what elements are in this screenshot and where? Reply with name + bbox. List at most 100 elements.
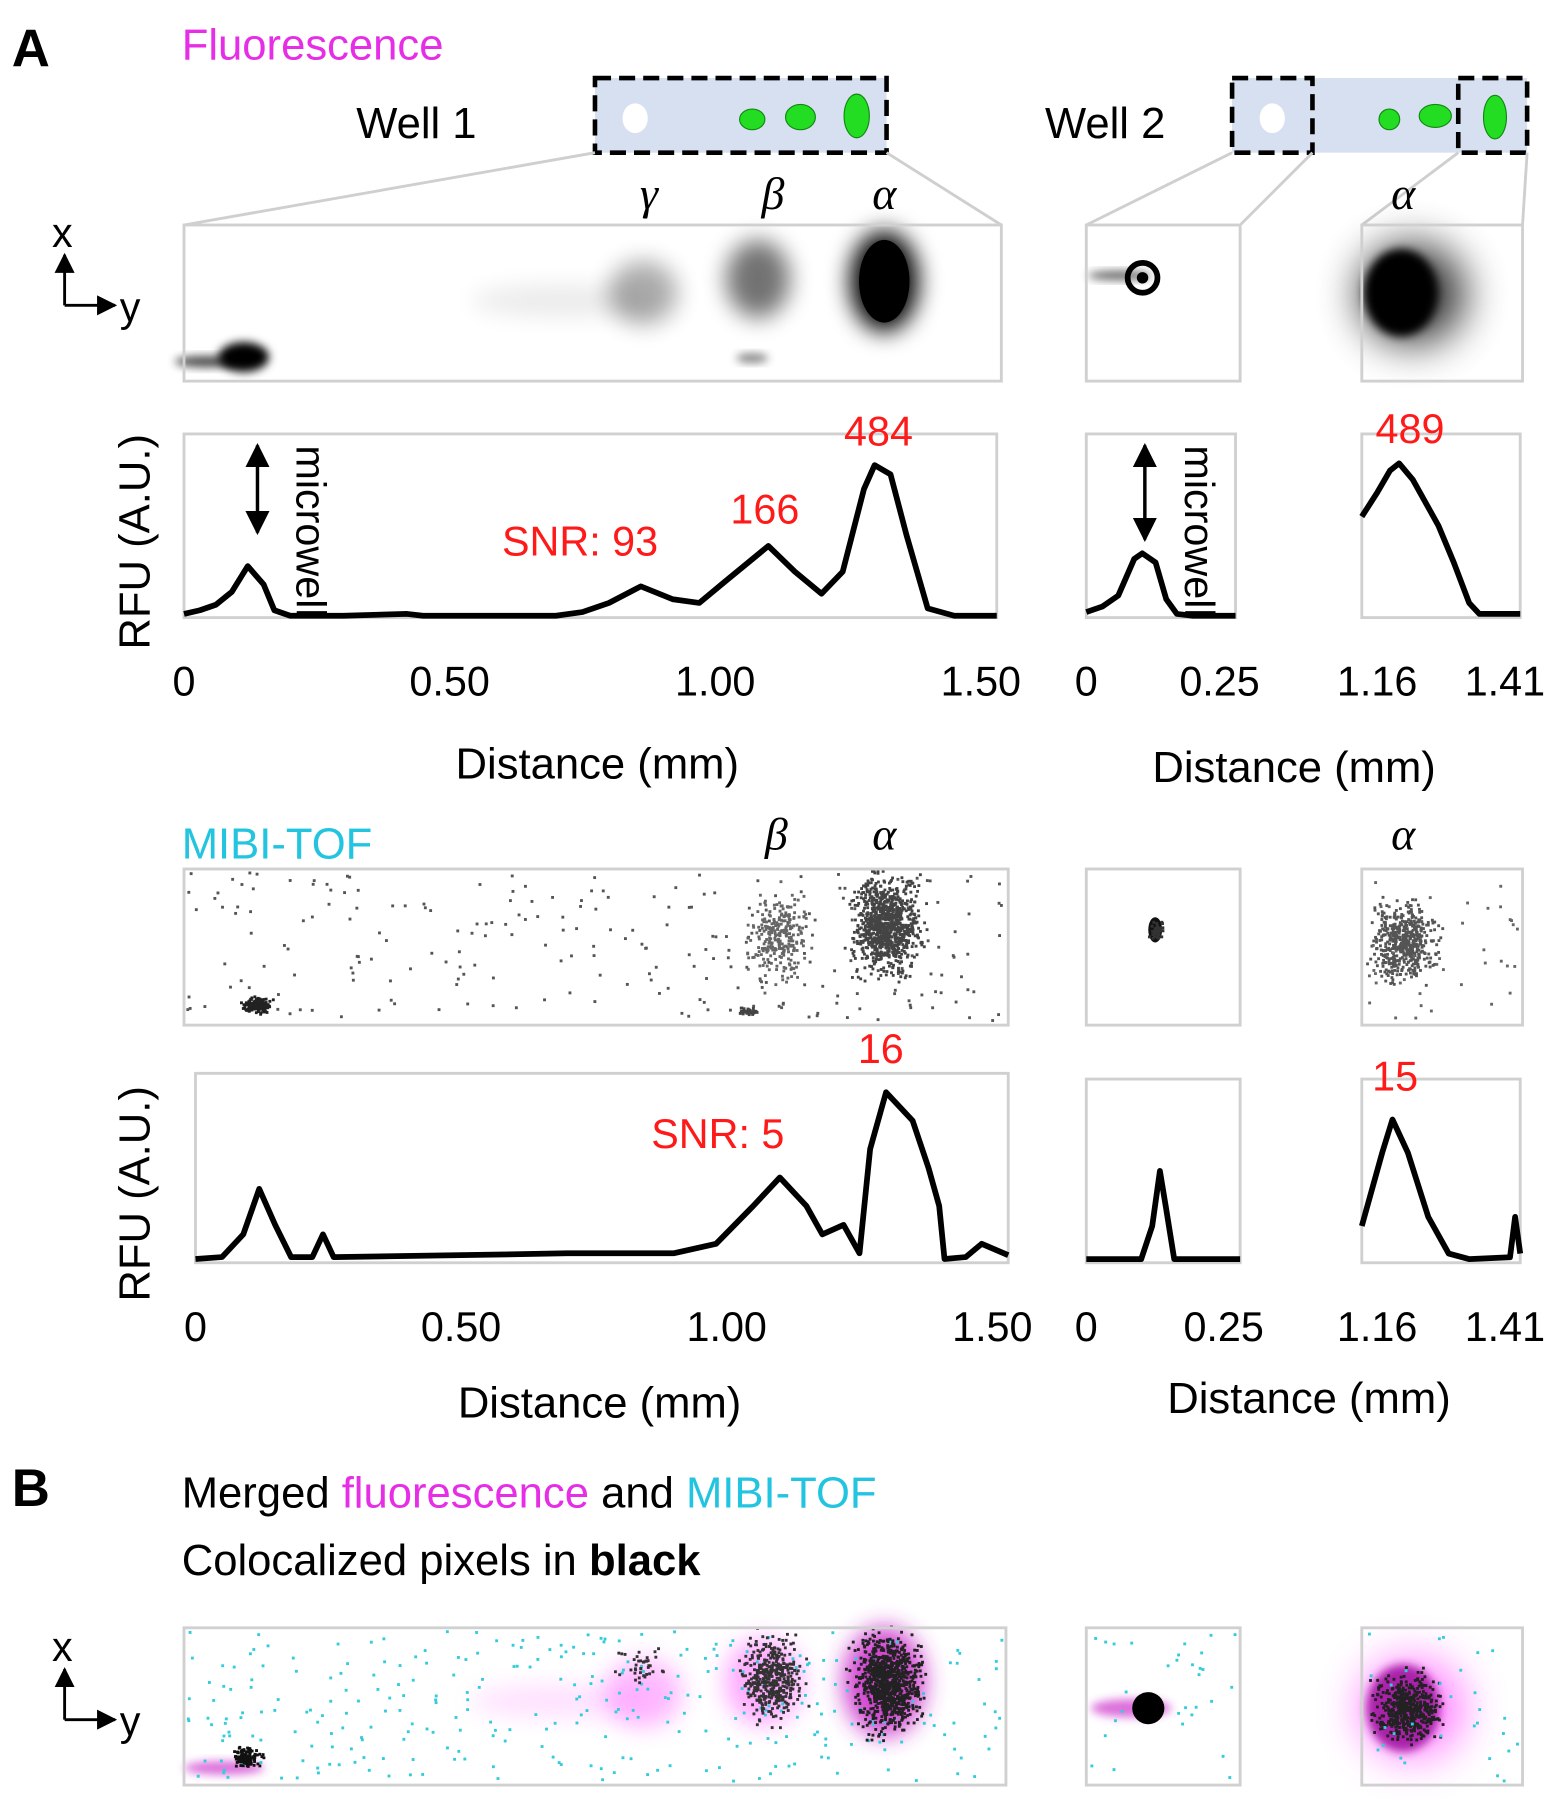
peak-annotation: 15 (1372, 1054, 1418, 1100)
speckle (866, 1690, 870, 1694)
speckle (248, 871, 252, 875)
speckle (457, 1749, 461, 1753)
speckle (919, 929, 922, 933)
speckle (1228, 1776, 1232, 1779)
speckle (764, 1645, 768, 1649)
speckle (594, 907, 598, 911)
speckle (239, 979, 243, 983)
speckle (1418, 1690, 1422, 1694)
speckle (910, 1633, 914, 1637)
speckle (1416, 1726, 1420, 1730)
speckle (787, 1671, 791, 1675)
speckle (408, 1773, 412, 1777)
speckle (729, 1643, 733, 1647)
speckle (775, 921, 779, 925)
speckle (907, 1705, 911, 1709)
speckle (763, 974, 767, 977)
speckle (880, 1671, 884, 1675)
speckle (765, 1636, 769, 1640)
speckle (1394, 1016, 1398, 1020)
speckle (714, 935, 718, 939)
speckle (886, 1688, 889, 1692)
speckle (779, 904, 783, 908)
speckle (894, 935, 897, 939)
speckle (1421, 1666, 1425, 1670)
speckle (879, 902, 883, 906)
speckle (999, 904, 1003, 907)
speckle (731, 1668, 735, 1672)
speckle (764, 1676, 767, 1680)
speckle (767, 1660, 771, 1664)
speckle (1424, 964, 1428, 968)
speckle (646, 1666, 650, 1669)
speckle (879, 1720, 882, 1724)
speckle (879, 935, 883, 939)
speckle (864, 1658, 868, 1662)
speckle (369, 1725, 373, 1729)
speckle (1403, 1708, 1407, 1712)
speckle (249, 1748, 252, 1752)
speckle (815, 1702, 819, 1706)
speckle (897, 942, 901, 946)
speckle (1396, 930, 1399, 934)
speckle (1400, 1718, 1404, 1722)
speckle (900, 1696, 904, 1700)
speckle (890, 971, 893, 975)
speckle (1407, 1706, 1411, 1710)
speckle (1388, 1713, 1392, 1717)
speckle (470, 931, 474, 935)
speckle (906, 932, 910, 936)
speckle (907, 917, 911, 921)
speckle (787, 913, 791, 916)
speckle (833, 969, 837, 973)
speckle (775, 1660, 778, 1663)
image-frame (182, 1626, 1008, 1787)
speckle (1414, 916, 1418, 920)
speckle (1375, 1705, 1379, 1709)
speckle (789, 944, 792, 948)
speckle (1411, 928, 1415, 932)
speckle (787, 1764, 791, 1768)
speckle (887, 1688, 891, 1691)
speckle (866, 879, 870, 883)
speckle (1405, 1695, 1409, 1699)
speckle (907, 1681, 911, 1684)
speckle (1388, 970, 1392, 974)
speckle (1401, 1695, 1405, 1699)
speckle (850, 899, 854, 903)
speckle (915, 1709, 919, 1713)
speckle (1415, 1709, 1419, 1712)
speckle (651, 1670, 655, 1674)
speckle (912, 955, 916, 959)
speckle (1409, 1738, 1413, 1742)
speckle (867, 1641, 871, 1645)
speckle (786, 1702, 790, 1706)
speckle (745, 1650, 749, 1654)
speckle (977, 1678, 981, 1681)
speckle (857, 901, 861, 905)
speckle (799, 931, 803, 935)
speckle (735, 1744, 739, 1748)
speckle (897, 908, 901, 912)
speckle (887, 1648, 891, 1652)
speckle (589, 1764, 593, 1768)
speckle (1405, 934, 1409, 938)
speckle (878, 907, 882, 911)
speckle (873, 916, 877, 919)
speckle (772, 952, 776, 955)
speckle (853, 903, 857, 907)
speckle (801, 944, 805, 948)
speckle (1394, 964, 1398, 967)
speckle (437, 1008, 441, 1012)
speckle (886, 1768, 890, 1772)
speckle (327, 902, 331, 906)
speckle (329, 1732, 333, 1735)
speckle (897, 1675, 901, 1679)
speckle (746, 923, 750, 927)
speckle (998, 934, 1002, 937)
speckle (815, 1014, 819, 1018)
speckle (423, 1649, 427, 1652)
speckle (1420, 1678, 1424, 1681)
speckle (1400, 1711, 1404, 1715)
